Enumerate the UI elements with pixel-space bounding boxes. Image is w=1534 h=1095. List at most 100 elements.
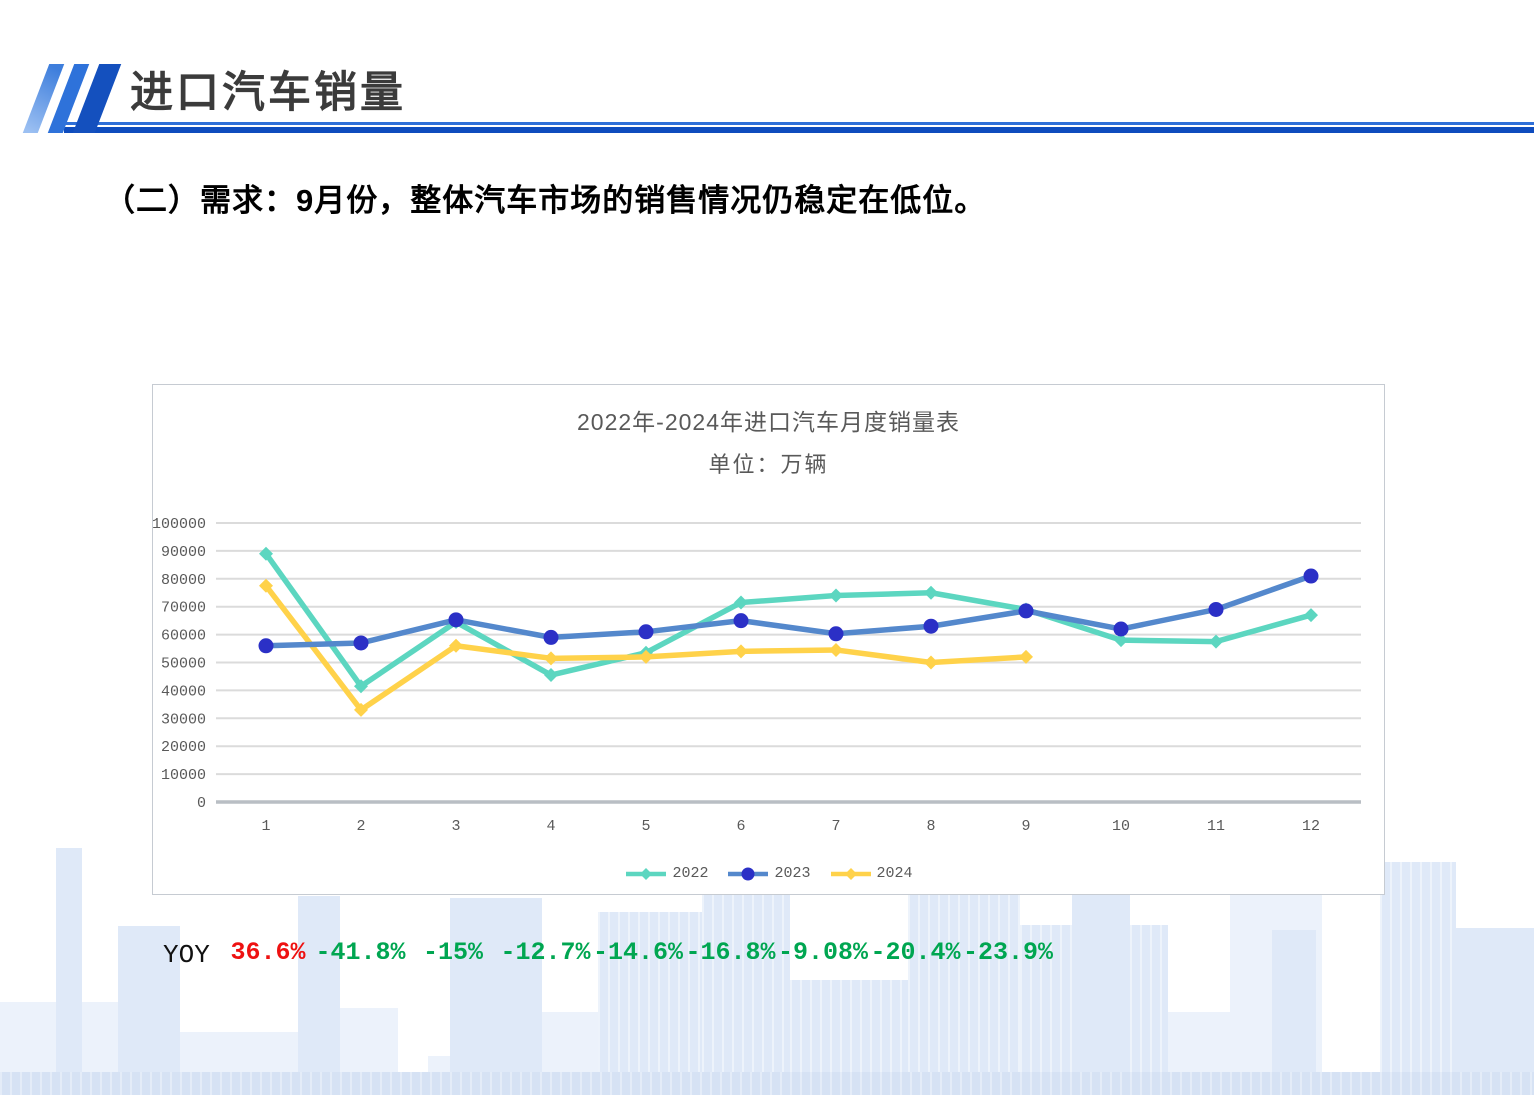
data-point-circle — [258, 638, 274, 654]
x-axis-tick-label: 8 — [926, 818, 935, 835]
data-point-diamond — [924, 655, 938, 670]
data-point-circle — [448, 612, 464, 628]
data-point-diamond — [829, 642, 843, 657]
legend-item-2023: 2023 — [726, 865, 811, 882]
x-axis-tick-label: 1 — [261, 818, 270, 835]
data-point-diamond — [354, 702, 368, 717]
data-point-circle — [638, 624, 654, 640]
series-2023 — [258, 568, 1319, 654]
data-point-diamond — [1209, 634, 1223, 649]
data-point-diamond — [354, 679, 368, 694]
y-axis-tick-label: 100000 — [153, 516, 206, 533]
section-subtitle: （二）需求：9月份，整体汽车市场的销售情况仍稳定在低位。 — [104, 183, 987, 218]
legend-label: 2022 — [672, 865, 709, 882]
skyline-bar — [702, 858, 790, 1095]
legend-item-2024: 2024 — [829, 865, 913, 882]
data-point-diamond — [924, 585, 938, 600]
legend-item-2022: 2022 — [624, 865, 708, 882]
y-axis-tick-label: 70000 — [161, 600, 206, 617]
yoy-value: -20.4% — [870, 938, 961, 967]
chart-unit-label: 单位：万辆 — [708, 452, 829, 477]
yoy-value: -16.8% — [685, 938, 776, 967]
y-axis-tick-label: 10000 — [161, 767, 206, 784]
data-point-diamond — [259, 578, 273, 593]
series-line — [263, 550, 1314, 689]
y-axis-tick-label: 80000 — [161, 572, 206, 589]
skyline-bar — [450, 898, 542, 1095]
data-point-circle — [1113, 621, 1129, 637]
skyline-bar — [1380, 862, 1456, 1095]
y-axis-tick-label: 0 — [197, 795, 206, 812]
data-point-circle — [1303, 568, 1319, 584]
x-axis-tick-label: 11 — [1207, 818, 1225, 835]
yoy-value: -9.08% — [777, 938, 868, 967]
x-axis-tick-label: 12 — [1302, 818, 1320, 835]
data-point-diamond — [544, 651, 558, 666]
skyline-bar — [908, 862, 1020, 1095]
skyline-bar — [118, 926, 180, 1095]
yoy-value: 36.6% — [230, 938, 306, 967]
legend-label: 2024 — [876, 865, 913, 882]
legend-label: 2023 — [774, 865, 811, 882]
skyline-bar — [56, 848, 82, 1095]
y-axis-tick-label: 50000 — [161, 656, 206, 673]
skyline-bar — [1072, 880, 1130, 1095]
y-axis-tick-label: 30000 — [161, 711, 206, 728]
data-point-diamond — [259, 546, 273, 561]
data-point-circle — [733, 613, 749, 629]
x-axis-tick-label: 9 — [1021, 818, 1030, 835]
yoy-value: -15% — [422, 938, 483, 967]
data-point-circle — [353, 635, 369, 651]
data-point-circle — [543, 629, 559, 645]
data-point-diamond — [829, 588, 843, 603]
skyline-bar — [1272, 930, 1316, 1095]
data-point-diamond — [1304, 608, 1318, 623]
data-point-diamond — [1114, 633, 1128, 648]
page-title: 进口汽车销量 — [130, 69, 406, 117]
yoy-value: -41.8% — [315, 938, 406, 967]
legend-marker-icon — [830, 867, 871, 880]
line-chart: 0 10000 20000 30000 40000 50000 60000 70000 8000… — [153, 516, 1361, 835]
data-point-diamond — [639, 649, 653, 664]
x-axis-tick-label: 6 — [736, 818, 745, 835]
chart-title: 2022年-2024年进口汽车月度销量表 — [577, 409, 960, 435]
y-axis-tick-label: 60000 — [161, 628, 206, 645]
chart-legend: 2022 2023 2024 — [153, 865, 1384, 882]
legend-marker-icon — [728, 867, 769, 880]
y-axis-tick-label: 40000 — [161, 683, 206, 700]
x-axis-tick-label: 5 — [641, 818, 650, 835]
yoy-label: YOY — [163, 940, 210, 970]
y-axis-tick-label: 20000 — [161, 739, 206, 756]
series-line — [263, 573, 1314, 649]
data-point-diamond — [544, 668, 558, 683]
yoy-row: YOY 36.6% -41.8% -15% -12.7% -14.6% -16.8% -9.… — [0, 938, 1534, 976]
header-underline-thin — [64, 122, 1534, 125]
skyline-bar — [598, 912, 702, 1095]
chart-card: 2022年-2024年进口汽车月度销量表 单位：万辆 0 10000 20000 30… — [152, 384, 1385, 895]
yoy-value: -12.7% — [500, 938, 591, 967]
legend-marker-icon — [626, 867, 667, 880]
data-point-diamond — [734, 595, 748, 610]
data-point-circle — [828, 626, 844, 642]
x-axis-tick-label: 4 — [546, 818, 555, 835]
x-axis-tick-label: 7 — [831, 818, 840, 835]
data-point-diamond — [449, 638, 463, 653]
x-axis-tick-label: 10 — [1112, 818, 1130, 835]
y-axis-tick-label: 90000 — [161, 544, 206, 561]
x-axis-tick-label: 3 — [451, 818, 460, 835]
skyline-base-strip — [0, 1072, 1534, 1095]
yoy-value: -23.9% — [962, 938, 1053, 967]
series-2024 — [259, 578, 1033, 717]
data-point-diamond — [1019, 649, 1033, 664]
skyline-bar — [1456, 928, 1534, 1095]
data-point-circle — [923, 618, 939, 634]
data-point-diamond — [734, 644, 748, 659]
skyline-bar — [298, 896, 340, 1095]
yoy-value: -14.6% — [592, 938, 683, 967]
data-point-circle — [1018, 603, 1034, 619]
data-point-circle — [1208, 601, 1224, 617]
x-axis-tick-label: 2 — [356, 818, 365, 835]
header-underline-thick — [64, 127, 1534, 133]
